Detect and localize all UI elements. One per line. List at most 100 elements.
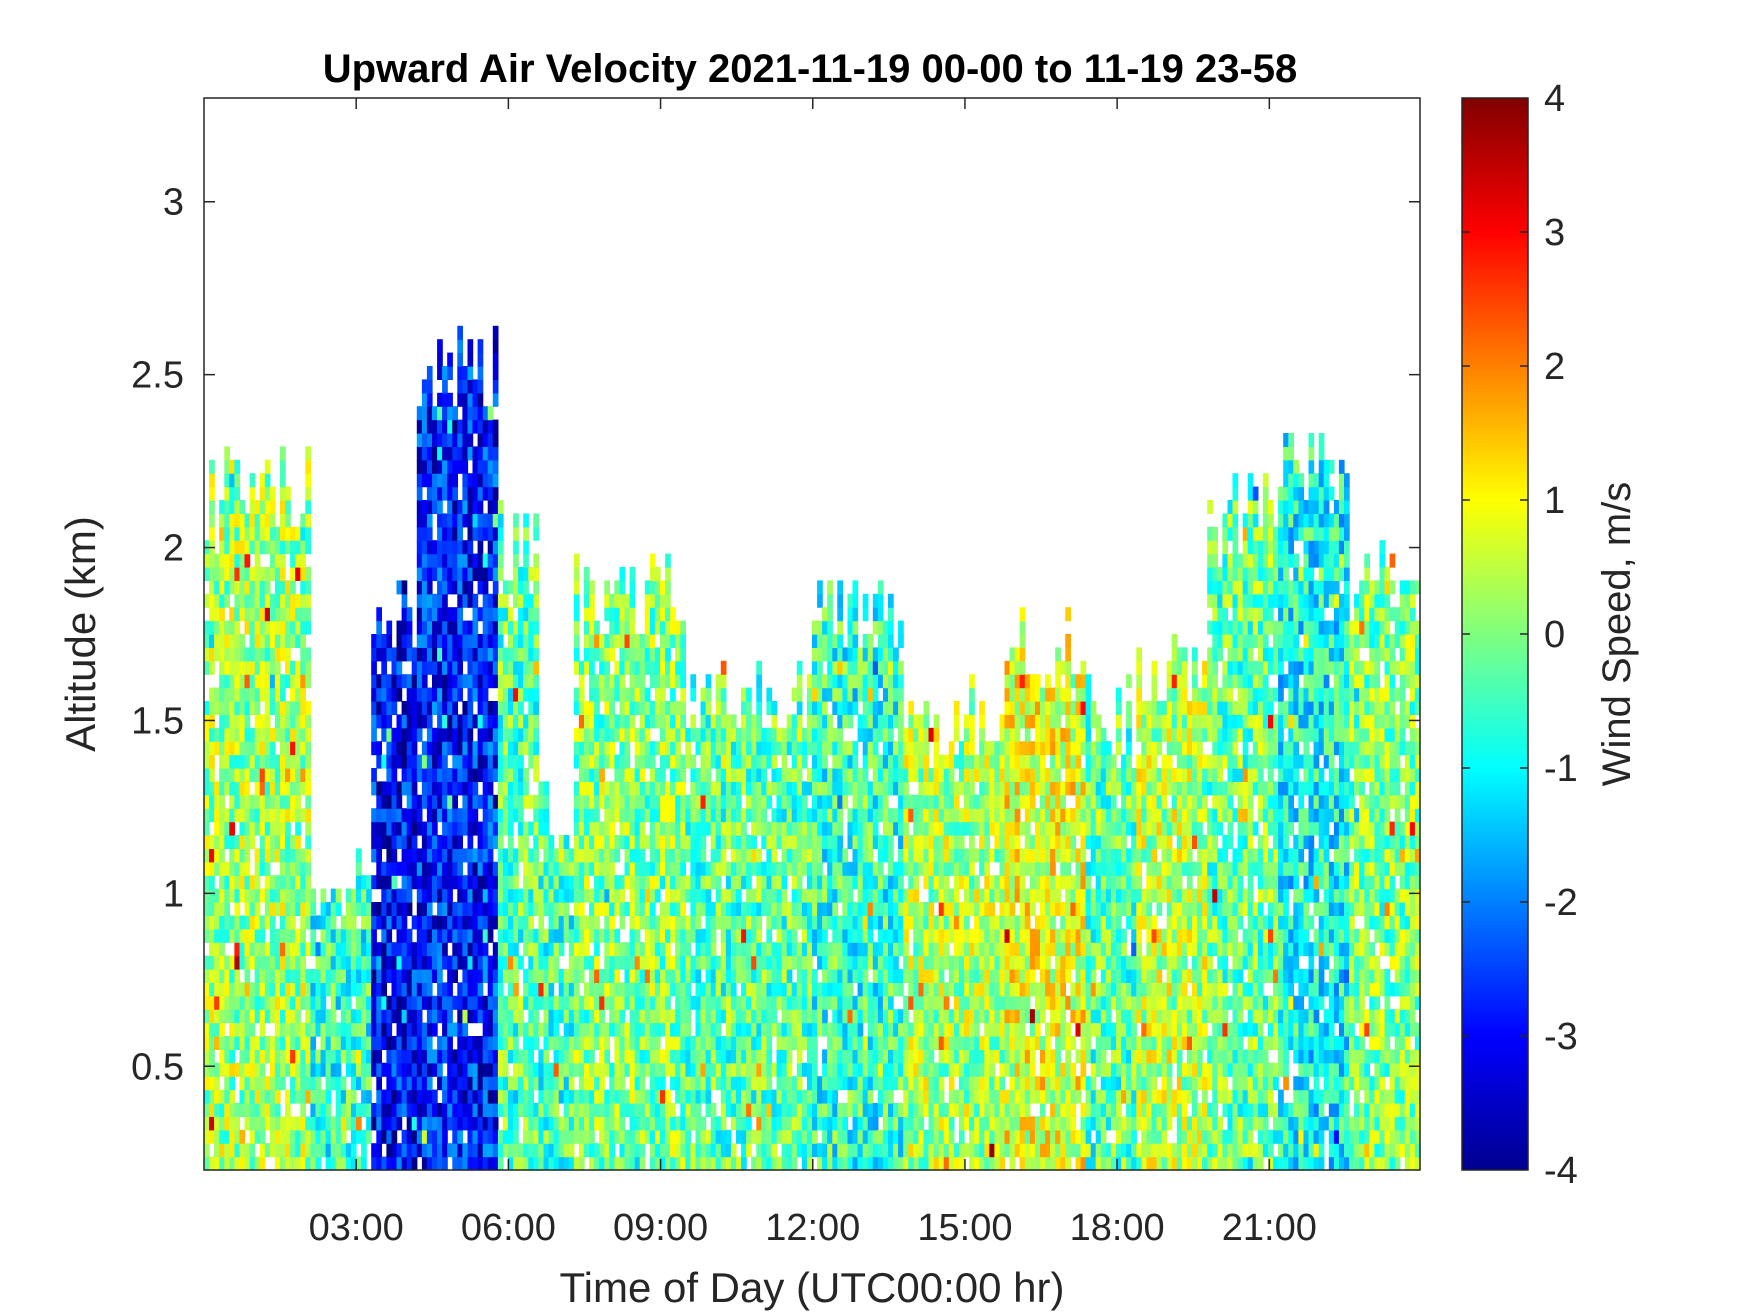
- heatmap-cell: [330, 1036, 337, 1050]
- heatmap-cell: [599, 768, 605, 782]
- heatmap-cell: [604, 714, 610, 729]
- heatmap-cell: [741, 1076, 747, 1091]
- heatmap-cell: [477, 459, 484, 474]
- heatmap-cell: [842, 781, 849, 796]
- heatmap-cell: [366, 955, 372, 970]
- heatmap-cell: [533, 902, 539, 916]
- heatmap-cell: [654, 741, 661, 756]
- heatmap-cell: [665, 915, 671, 930]
- heatmap-cell: [366, 888, 372, 903]
- heatmap-cell: [761, 982, 767, 997]
- heatmap-cell: [214, 942, 220, 957]
- heatmap-cell: [381, 634, 387, 648]
- heatmap-cell: [452, 406, 458, 421]
- heatmap-cell: [381, 1036, 387, 1050]
- heatmap-cell: [705, 781, 712, 796]
- heatmap-cell: [594, 794, 600, 809]
- heatmap-cell: [249, 768, 256, 782]
- heatmap-cell: [746, 982, 752, 997]
- heatmap-cell: [533, 888, 539, 903]
- heatmap-cell: [442, 781, 448, 796]
- heatmap-cell: [356, 1022, 362, 1037]
- heatmap-cell: [812, 888, 818, 903]
- heatmap-cell: [578, 714, 585, 729]
- heatmap-cell: [857, 1022, 864, 1037]
- heatmap-cell: [644, 727, 651, 742]
- heatmap-cell: [725, 1156, 732, 1171]
- heatmap-cell: [781, 1049, 788, 1064]
- heatmap-cell: [437, 446, 443, 461]
- heatmap-cell: [437, 513, 443, 528]
- heatmap-cell: [477, 580, 484, 595]
- heatmap-cell: [578, 1129, 585, 1144]
- heatmap-cell: [710, 714, 717, 729]
- heatmap-cell: [325, 915, 332, 930]
- heatmap-cell: [209, 808, 215, 823]
- heatmap-cell: [776, 727, 783, 742]
- heatmap-cell: [457, 848, 463, 863]
- heatmap-cell: [832, 1076, 838, 1091]
- heatmap-cell: [761, 835, 767, 849]
- heatmap-cell: [670, 674, 676, 689]
- heatmap-cell: [477, 352, 484, 367]
- heatmap-cell: [649, 647, 656, 662]
- heatmap-cell: [345, 982, 352, 997]
- heatmap-cell: [356, 942, 362, 957]
- heatmap-cell: [391, 1076, 398, 1091]
- heatmap-cell: [421, 768, 428, 782]
- heatmap-cell: [447, 902, 453, 916]
- heatmap-cell: [229, 701, 235, 715]
- heatmap-cell: [523, 915, 529, 930]
- heatmap-cell: [827, 1156, 833, 1171]
- heatmap-cell: [442, 768, 448, 782]
- heatmap-cell: [421, 1156, 428, 1171]
- heatmap-cell: [806, 915, 813, 930]
- heatmap-cell: [553, 928, 560, 943]
- heatmap-cell: [812, 674, 818, 689]
- heatmap-cell: [685, 1036, 691, 1050]
- heatmap-cell: [842, 1116, 849, 1131]
- heatmap-cell: [502, 995, 509, 1010]
- heatmap-cell: [234, 875, 241, 890]
- heatmap-cell: [234, 1036, 241, 1050]
- heatmap-cell: [508, 808, 514, 823]
- heatmap-cell: [578, 1049, 585, 1064]
- heatmap-cell: [229, 1103, 235, 1117]
- heatmap-cell: [533, 714, 539, 729]
- heatmap-cell: [497, 969, 504, 983]
- heatmap-cell: [619, 1089, 626, 1104]
- heatmap-cell: [715, 835, 722, 849]
- heatmap-cell: [812, 808, 818, 823]
- heatmap-cell: [700, 888, 707, 903]
- heatmap-cell: [837, 1062, 843, 1077]
- heatmap-cell: [214, 1129, 220, 1144]
- heatmap-cell: [492, 902, 499, 916]
- heatmap-cell: [229, 768, 235, 782]
- heatmap-cell: [776, 1076, 783, 1091]
- heatmap-cell: [720, 902, 727, 916]
- heatmap-cell: [568, 1076, 575, 1091]
- heatmap-cell: [553, 1156, 560, 1171]
- heatmap-cell: [695, 1036, 702, 1050]
- heatmap-cell: [690, 1156, 697, 1171]
- heatmap-cell: [239, 1089, 246, 1104]
- heatmap-cell: [492, 794, 499, 809]
- heatmap-cell: [832, 861, 838, 876]
- heatmap-cell: [249, 647, 256, 662]
- heatmap-cell: [822, 1076, 828, 1091]
- heatmap-cell: [447, 741, 453, 756]
- heatmap-cell: [234, 513, 241, 528]
- heatmap-cell: [280, 446, 286, 461]
- heatmap-cell: [280, 902, 286, 916]
- heatmap-cell: [426, 902, 433, 916]
- heatmap-cell: [523, 1022, 529, 1037]
- heatmap-cell: [801, 794, 808, 809]
- heatmap-cell: [244, 727, 251, 742]
- heatmap-cell: [437, 687, 443, 702]
- heatmap-cell: [639, 1076, 646, 1091]
- heatmap-cell: [350, 982, 357, 997]
- heatmap-cell: [447, 647, 453, 662]
- heatmap-cell: [325, 1156, 332, 1171]
- heatmap-cell: [523, 607, 529, 622]
- heatmap-cell: [381, 928, 387, 943]
